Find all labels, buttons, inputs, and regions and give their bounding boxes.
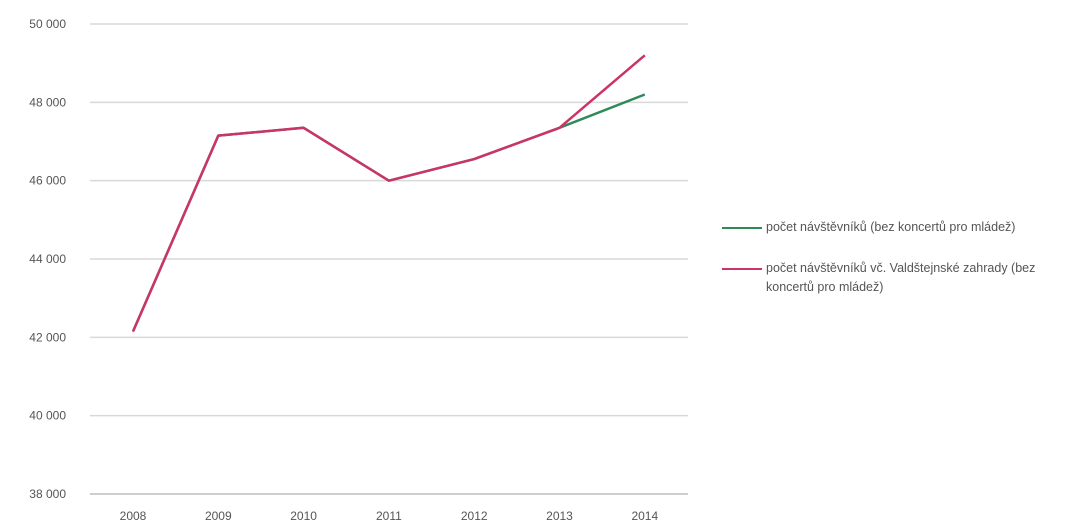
- x-tick-label: 2014: [631, 509, 658, 523]
- x-tick-label: 2012: [461, 509, 488, 523]
- legend-swatch-green: [722, 227, 762, 229]
- x-tick-label: 2008: [120, 509, 147, 523]
- series-line-visitors-incl-garden: [131, 54, 646, 332]
- y-tick-label: 50 000: [29, 17, 66, 31]
- legend: počet návštěvníků (bez koncertů pro mlád…: [722, 218, 1067, 319]
- y-tick-label: 40 000: [29, 409, 66, 423]
- series-line-visitors: [131, 93, 646, 332]
- series-lines: [131, 54, 646, 332]
- line-chart: 38 000 40 000 42 000 44 000 46 000 48 000 50 0…: [29, 17, 688, 523]
- x-axis-tick-labels: 2008 2009 2010 2011 2012 2013 2014: [120, 509, 659, 523]
- legend-item-series-1: počet návštěvníků (bez koncertů pro mlád…: [722, 218, 1067, 237]
- y-tick-label: 44 000: [29, 252, 66, 266]
- y-tick-label: 48 000: [29, 95, 66, 109]
- x-tick-label: 2009: [205, 509, 232, 523]
- y-tick-label: 46 000: [29, 174, 66, 188]
- y-tick-label: 42 000: [29, 330, 66, 344]
- legend-item-series-2: počet návštěvníků vč. Valdštejnské zahra…: [722, 259, 1067, 297]
- x-tick-label: 2010: [290, 509, 317, 523]
- x-tick-label: 2013: [546, 509, 573, 523]
- y-axis-tick-labels: 38 000 40 000 42 000 44 000 46 000 48 000 50 0…: [29, 17, 66, 501]
- y-tick-label: 38 000: [29, 487, 66, 501]
- legend-label: počet návštěvníků (bez koncertů pro mlád…: [766, 220, 1016, 234]
- x-tick-label: 2011: [376, 509, 402, 523]
- legend-swatch-pink: [722, 268, 762, 270]
- legend-label: počet návštěvníků vč. Valdštejnské zahra…: [766, 261, 1036, 294]
